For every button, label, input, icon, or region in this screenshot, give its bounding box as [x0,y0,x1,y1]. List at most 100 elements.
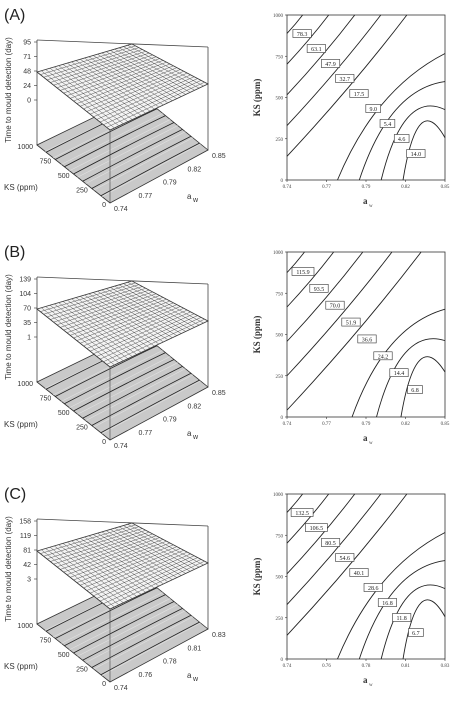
y-tick-label: 0 [102,681,106,688]
floor-contour-line [73,359,175,412]
mesh-line [105,530,182,576]
y-tick-label: 1000 [17,381,33,388]
contour-line [286,493,356,575]
surface-plot: (B) 139 104 70 35 1 Time to mould detection (d… [4,244,226,450]
contour-level-label: 4.6 [398,137,406,143]
x-tick-label: 0.77 [322,185,331,190]
x-tick-label: 0.82 [401,185,410,190]
floor-contour-line [64,594,166,647]
contour-level-box [291,267,315,276]
floor-grid-line [101,380,201,434]
mesh-line [89,309,188,352]
contour-level-label: 6.7 [412,631,420,637]
y-tick-label: 250 [76,667,88,674]
floor-grid-line [101,622,201,676]
floor-contour-line [82,129,183,182]
contour-line [286,251,335,308]
contour-line [286,493,330,544]
contour-level-box [407,385,423,394]
y-tick-label: 500 [276,334,284,339]
floor-grid-line [77,362,178,415]
contour-level-label: 70.0 [330,304,341,310]
contour-level-box [373,351,393,361]
x-tick-label: 0.74 [114,685,128,692]
contour-line [286,493,408,636]
x-tick-label: 0.85 [212,390,226,397]
y-tick-label: 250 [276,138,284,143]
y-axis-title: KS (ppm) [4,420,38,429]
y-tick-label: 250 [76,188,88,195]
top-edge [36,518,209,527]
z-tick-label: 119 [20,533,31,540]
x-tick-label: 0.78 [163,659,177,666]
contour-level-box [335,553,355,562]
y-axis-title: KS (ppm) [4,183,38,192]
mesh-line [76,65,174,104]
y-tick-label: 750 [276,534,284,539]
mesh-line [93,534,169,583]
floor-grid-line [77,125,178,178]
y-tick-label: 0 [102,439,106,446]
y-axis-title: KS (ppm) [252,316,262,354]
floor-grid-line [69,598,171,651]
mesh-line [106,81,205,128]
mesh-line [96,76,195,120]
floor-contour-line [82,366,183,419]
x-tick-label: 0.85 [212,153,226,160]
contour-line [380,584,446,660]
contour-level-label: 36.6 [362,337,373,343]
z-tick-label: 35 [23,320,31,327]
mesh-line [101,289,177,336]
contour-level-label: 14.4 [394,371,405,377]
contour-line [286,14,330,65]
mesh-line [84,536,160,587]
floor-contour-line [100,142,200,197]
mesh-line [118,47,195,91]
floor-contour-line [55,345,158,397]
x-axis-title-subscript: w [369,683,373,688]
contour-level-box [292,29,312,38]
contour-level-label: 6.8 [411,388,419,394]
mesh-line [127,524,204,566]
mesh-line [88,293,164,343]
contour-level-label: 132.5 [295,511,309,517]
y-tick-label: 500 [58,652,70,659]
y-tick-label: 250 [276,617,284,622]
mesh-line [84,57,160,108]
contour-level-label: 47.9 [325,62,336,68]
x-axis-title: a [363,433,368,443]
mesh-line [123,525,200,568]
y-tick-label: 0 [281,658,284,663]
contour-line [376,338,446,418]
z-tick-label: 95 [23,40,31,47]
x-tick-label: 0.76 [139,672,153,679]
mesh-line [118,284,195,328]
mesh-line [114,285,191,330]
z-tick-label: 158 [19,519,31,526]
y-tick-label: 500 [276,97,284,102]
x-tick-label: 0.77 [139,430,153,437]
y-tick-label: 500 [58,173,70,180]
panel-label: (A) [4,7,25,24]
x-axis-title: a [363,675,368,685]
mesh-line [101,52,177,99]
x-tick-label: 0.82 [188,166,202,173]
mesh-line [83,306,181,347]
floor-grid-line [77,604,178,657]
contour-level-label: 93.5 [314,287,325,293]
floor-contour-line [100,621,200,676]
y-tick-label: 0 [281,179,284,184]
contour-level-label: 51.9 [346,321,357,327]
y-tick-label: 750 [40,396,52,403]
x-axis-title: a [187,192,192,201]
x-axis-title: a [363,196,368,206]
mesh-line [123,283,200,326]
mesh-line [127,282,204,324]
mesh-line [80,304,178,344]
y-tick-label: 0 [102,202,106,209]
contour-level-box [325,300,345,310]
contour-level-label: 28.6 [368,586,379,592]
x-tick-label: 0.74 [114,206,128,213]
contour-line [286,493,382,605]
y-tick-label: 1000 [273,14,284,19]
